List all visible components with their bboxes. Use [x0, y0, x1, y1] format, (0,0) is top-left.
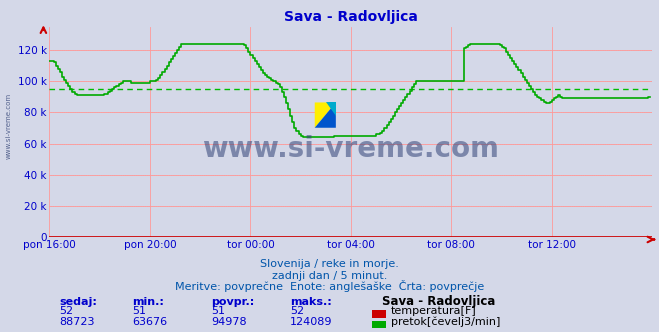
Text: 52: 52 — [290, 306, 304, 316]
Text: povpr.:: povpr.: — [211, 297, 254, 307]
Text: www.si-vreme.com: www.si-vreme.com — [5, 93, 11, 159]
Text: Sava - Radovljica: Sava - Radovljica — [382, 295, 496, 308]
Text: zadnji dan / 5 minut.: zadnji dan / 5 minut. — [272, 271, 387, 281]
Title: Sava - Radovljica: Sava - Radovljica — [284, 10, 418, 24]
Text: www.si-vreme.com: www.si-vreme.com — [202, 135, 500, 163]
Text: 88723: 88723 — [59, 317, 95, 327]
Text: Meritve: povprečne  Enote: anglešaške  Črta: povprečje: Meritve: povprečne Enote: anglešaške Črt… — [175, 281, 484, 292]
Text: 63676: 63676 — [132, 317, 167, 327]
Text: maks.:: maks.: — [290, 297, 331, 307]
Text: min.:: min.: — [132, 297, 163, 307]
Text: pretok[čevelj3/min]: pretok[čevelj3/min] — [391, 316, 500, 327]
Text: temperatura[F]: temperatura[F] — [391, 306, 476, 316]
Polygon shape — [315, 103, 336, 128]
Text: 52: 52 — [59, 306, 73, 316]
Text: 94978: 94978 — [211, 317, 246, 327]
Text: 51: 51 — [211, 306, 225, 316]
Text: sedaj:: sedaj: — [59, 297, 97, 307]
Text: 51: 51 — [132, 306, 146, 316]
Text: 124089: 124089 — [290, 317, 332, 327]
Text: Slovenija / reke in morje.: Slovenija / reke in morje. — [260, 259, 399, 269]
Polygon shape — [315, 103, 336, 128]
Polygon shape — [326, 103, 336, 117]
